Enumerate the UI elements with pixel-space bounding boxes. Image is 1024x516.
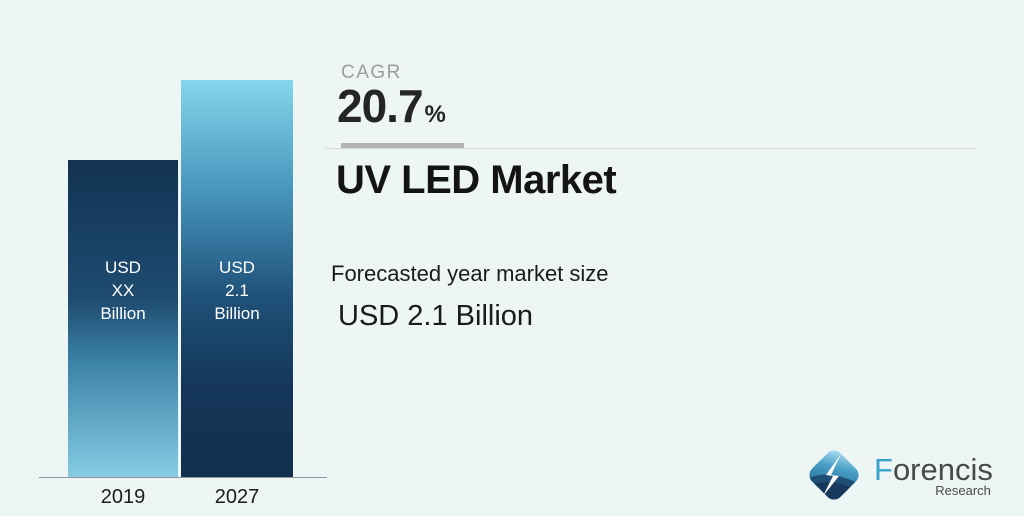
bar-2027-label-line3: Billion <box>214 304 260 323</box>
forecast-caption: Forecasted year market size <box>331 261 609 286</box>
cagr-number: 20.7 <box>337 80 424 132</box>
logo-brand-initial: F <box>874 451 893 487</box>
cagr-percent-sign: % <box>424 101 446 128</box>
logo-wordmark: Forencis Research <box>874 454 993 497</box>
logo-diamond-icon <box>805 450 863 504</box>
logo-brand-rest: orencis <box>892 451 993 487</box>
bar-2019-label-line2: XX <box>111 281 135 300</box>
bar-2019-label-line1: USD <box>105 258 141 277</box>
x-axis-tick-2019: 2019 <box>100 486 146 508</box>
logo-brand-name: Forencis Research <box>874 454 993 497</box>
bar-2019-value-label: USD XX Billion <box>68 256 178 325</box>
x-axis-tick-2027: 2027 <box>214 486 260 508</box>
forecast-value: USD 2.1 Billion <box>338 300 534 332</box>
bar-2027-label-line2: 2.1 <box>225 281 249 300</box>
logo-subtext: Research <box>935 482 991 498</box>
page-title: UV LED Market <box>336 158 617 202</box>
cagr-value: 20.7% <box>337 82 446 130</box>
forencis-research-logo: Forencis Research <box>799 438 993 512</box>
bar-2019-label-line3: Billion <box>100 304 146 323</box>
bar-2027-value-label: USD 2.1 Billion <box>181 256 293 325</box>
x-axis-line <box>39 477 327 478</box>
cagr-underline-bar <box>341 143 464 149</box>
bar-2027-label-line1: USD <box>219 258 255 277</box>
horizontal-divider <box>325 148 977 149</box>
bar-2019: USD XX Billion <box>68 160 178 477</box>
bar-2027: USD 2.1 Billion <box>181 80 293 477</box>
cagr-label: CAGR <box>341 62 402 83</box>
